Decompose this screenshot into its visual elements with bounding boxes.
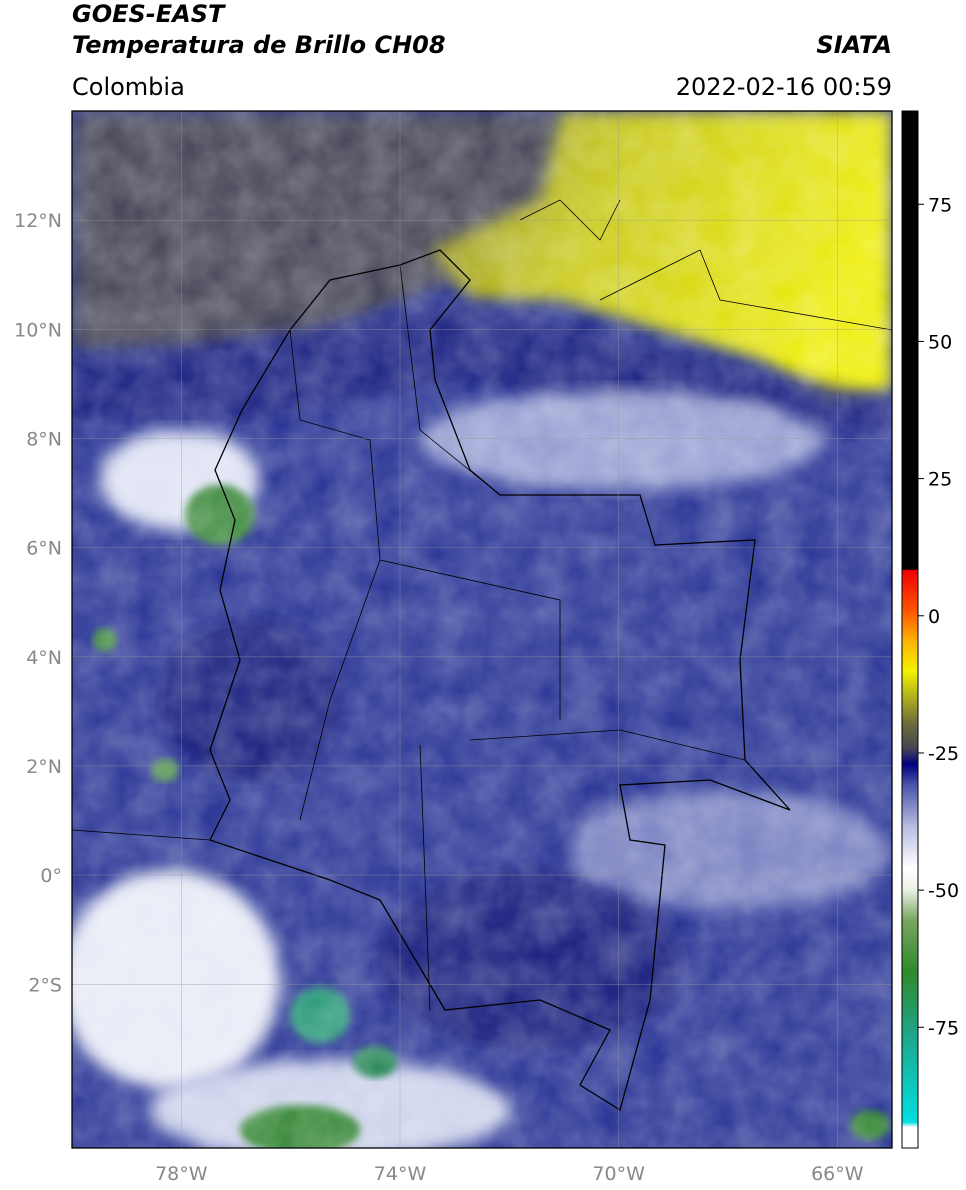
y-tick-label: 8°N [26, 428, 62, 450]
x-tick-label: 78°W [155, 1163, 208, 1185]
colorbar-tick-label: 75 [928, 194, 952, 216]
y-tick-label: 0° [40, 865, 62, 887]
x-tick-label: 70°W [592, 1163, 645, 1185]
y-tick-label: 6°N [26, 538, 62, 560]
y-tick-label: 12°N [14, 210, 62, 232]
title-line-1: GOES-EAST [72, 0, 226, 28]
y-tick-label: 10°N [14, 319, 62, 341]
region: Colombia [72, 73, 185, 101]
x-tick-label: 74°W [374, 1163, 427, 1185]
colorbar-tick-label: -50 [928, 880, 959, 902]
satellite-image [72, 111, 892, 1148]
y-tick-label: 2°N [26, 756, 62, 778]
colorbar-ticks: 75 50 25 0 -25 -50 -75 [918, 194, 959, 1039]
colorbar-tick-label: 50 [928, 331, 952, 353]
colorbar [901, 110, 919, 1149]
title-line-2: Temperatura de Brillo CH08 [72, 31, 446, 59]
y-tick-label: 4°N [26, 647, 62, 669]
colorbar-tick-label: 25 [928, 469, 952, 491]
x-tick-label: 66°W [811, 1163, 864, 1185]
y-tick-label: 2°S [28, 974, 62, 996]
map-frame [71, 110, 893, 1149]
colorbar-tick-label: -25 [928, 743, 959, 765]
source: SIATA [816, 31, 892, 59]
colorbar-tick-label: -75 [928, 1017, 959, 1039]
datetime: 2022-02-16 00:59 [676, 73, 892, 101]
graticule: 78°W 74°W 70°W 66°W 12°N 10°N 8°N 6°N 4°N 2°N 0° 2°… [14, 111, 892, 1185]
colorbar-tick-label: 0 [928, 606, 940, 628]
